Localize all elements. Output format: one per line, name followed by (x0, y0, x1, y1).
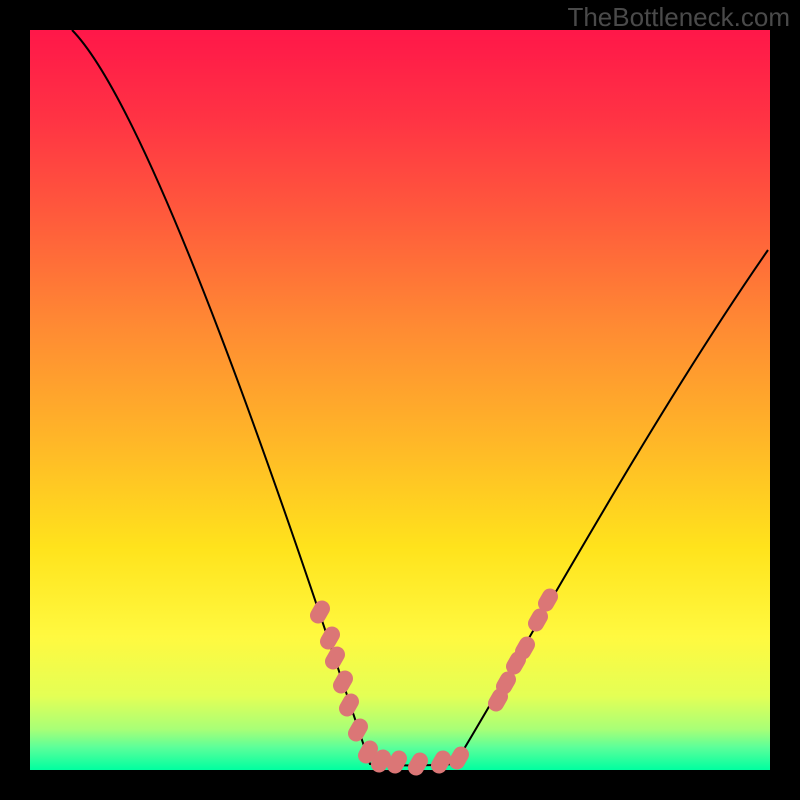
chart-svg (0, 0, 800, 800)
chart-root: TheBottleneck.com (0, 0, 800, 800)
plot-background (30, 30, 770, 770)
watermark-text: TheBottleneck.com (567, 2, 790, 33)
